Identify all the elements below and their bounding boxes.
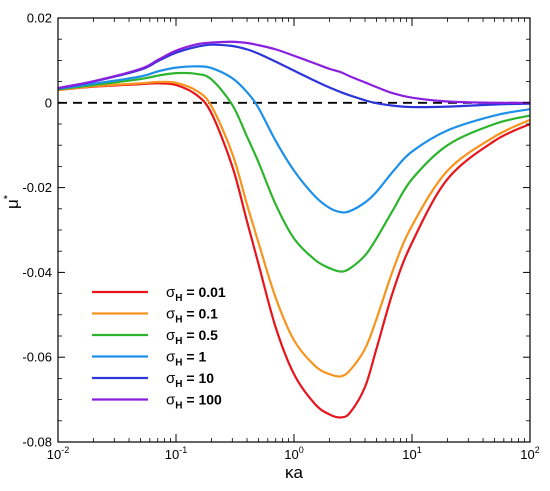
x-tick-base: 10 <box>47 447 61 462</box>
legend-label-subscript: H <box>175 315 182 326</box>
series-line-2 <box>58 80 530 378</box>
legend-label-value: = 0.5 <box>183 327 219 343</box>
legend-label-value: = 0.01 <box>183 284 226 300</box>
legend-label-2: σH = 0.1 <box>166 306 218 326</box>
y-tick-label: -0.04 <box>22 265 52 280</box>
x-tick-exponent: 2 <box>535 445 540 455</box>
x-tick-exponent: -1 <box>179 445 187 455</box>
y-tick-label: -0.08 <box>22 435 52 450</box>
y-tick-label: -0.02 <box>22 180 52 195</box>
y-tick-label: 0.02 <box>27 11 52 26</box>
legend-label-5: σH = 10 <box>166 370 214 390</box>
legend-label-symbol: σ <box>166 349 176 366</box>
series-line-6 <box>58 40 530 104</box>
series-line-5 <box>58 43 530 109</box>
x-tick-base: 10 <box>165 447 179 462</box>
x-tick-base: 10 <box>402 447 416 462</box>
x-tick-label: 101 <box>402 445 421 462</box>
legend-label-subscript: H <box>175 293 182 304</box>
x-tick-label: 10-2 <box>47 445 69 462</box>
legend-label-subscript: H <box>175 401 182 412</box>
x-tick-exponent: 1 <box>417 445 422 455</box>
legend-label-6: σH = 100 <box>166 392 222 412</box>
legend-label-symbol: σ <box>166 327 176 344</box>
legend-label-subscript: H <box>175 358 182 369</box>
series-line-1 <box>58 82 530 419</box>
plot-layer <box>58 40 530 419</box>
x-tick-exponent: 0 <box>299 445 304 455</box>
legend-label-subscript: H <box>175 336 182 347</box>
x-tick-base: 10 <box>284 447 298 462</box>
x-tick-label: 100 <box>284 445 303 462</box>
legend-label-value: = 100 <box>183 392 223 408</box>
y-axis-label-main: μ <box>3 199 22 209</box>
legend-label-value: = 0.1 <box>183 306 219 322</box>
legend-label-symbol: σ <box>166 370 176 387</box>
x-tick-label: 102 <box>520 445 539 462</box>
series-line-4 <box>58 65 530 214</box>
x-tick-base: 10 <box>520 447 534 462</box>
legend-label-value: = 1 <box>183 349 207 365</box>
legend-label-subscript: H <box>175 379 182 390</box>
series-group <box>58 40 530 419</box>
legend-label-1: σH = 0.01 <box>166 284 226 304</box>
legend-label-3: σH = 0.5 <box>166 327 218 347</box>
y-axis-label: μ* <box>2 194 22 209</box>
legend-label-4: σH = 1 <box>166 349 206 369</box>
y-tick-label: 0 <box>45 95 52 110</box>
x-axis-label: κa <box>285 463 304 482</box>
legend-label-symbol: σ <box>166 284 176 301</box>
legend-label-value: = 10 <box>183 370 215 386</box>
y-axis-label-superscript: * <box>2 194 14 199</box>
legend-label-symbol: σ <box>166 392 176 409</box>
series-line-3 <box>58 71 530 273</box>
x-tick-exponent: -2 <box>61 445 69 455</box>
x-tick-label: 10-1 <box>165 445 187 462</box>
legend-label-symbol: σ <box>166 306 176 323</box>
y-tick-label: -0.06 <box>22 350 52 365</box>
